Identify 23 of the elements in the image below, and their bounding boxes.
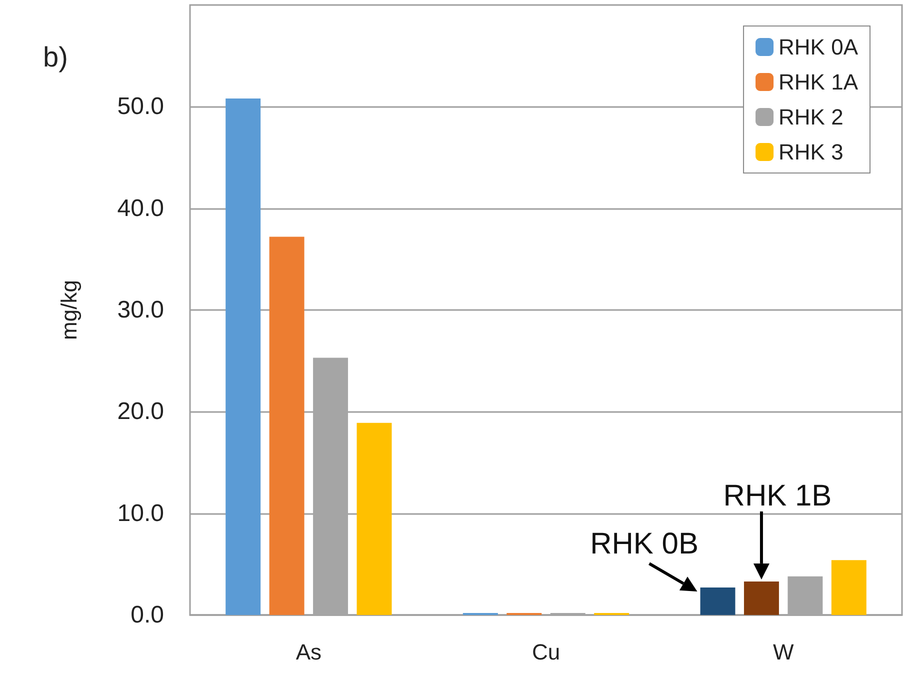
x-tick-label: W	[772, 640, 794, 664]
y-tick-label: 40.0	[117, 194, 164, 222]
bar	[831, 560, 866, 615]
bar	[744, 581, 779, 615]
annotation: RHK 1B	[723, 479, 832, 512]
text: b)	[43, 42, 68, 72]
y-tick-label: 30.0	[117, 296, 164, 324]
x-tick-label: As	[296, 640, 322, 664]
y-tick-label: 10.0	[117, 500, 164, 527]
y-tick-label: 50.0	[117, 93, 164, 120]
legend-label: RHK 3	[778, 140, 844, 164]
legend-label: RHK 2	[778, 104, 844, 130]
legend-label: RHK 1A	[778, 70, 858, 94]
x-tick-label: Cu	[532, 640, 560, 664]
y-tick-label: 20.0	[117, 398, 164, 426]
bar	[356, 422, 392, 615]
legend-label: RHK 0A	[778, 34, 858, 60]
bar	[700, 588, 736, 615]
bar	[269, 236, 304, 615]
y-tick-label: 0.0	[130, 602, 164, 628]
annotation: RHK 0B	[590, 528, 698, 561]
bar	[226, 98, 261, 615]
y-axis-title: mg/kg	[56, 280, 82, 340]
